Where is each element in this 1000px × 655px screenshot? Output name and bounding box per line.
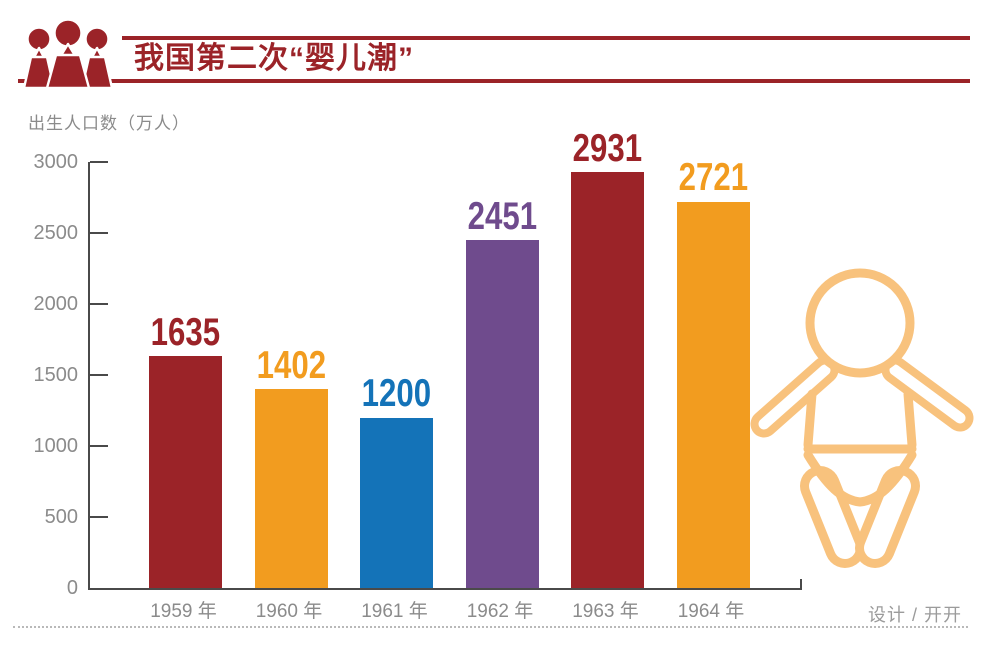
plot-area: 1635 1402 1200 2451 2931 2721 bbox=[88, 128, 802, 590]
y-tick-label: 500 bbox=[44, 506, 78, 528]
header-rule-top bbox=[122, 36, 970, 40]
y-tick-mark bbox=[90, 445, 108, 447]
bar-value-label: 1635 bbox=[150, 310, 221, 354]
bar-value-label: 1402 bbox=[256, 343, 326, 387]
x-tick-label: 1963 年 bbox=[572, 601, 639, 622]
bar-value-label: 2721 bbox=[678, 156, 748, 200]
y-tick-label: 2000 bbox=[33, 293, 79, 315]
y-tick-mark bbox=[90, 374, 108, 376]
credit-text: 设计 / 开开 bbox=[867, 605, 962, 625]
page-title: 我国第二次“婴儿潮” bbox=[134, 42, 414, 75]
y-tick-mark bbox=[90, 303, 108, 305]
y-tick-label: 1000 bbox=[33, 435, 79, 457]
x-tick-label: 1964 年 bbox=[677, 601, 745, 622]
y-tick-mark bbox=[90, 161, 108, 163]
x-tick-label: 1962 年 bbox=[466, 601, 534, 622]
bar-1959 年 bbox=[149, 355, 222, 588]
footer-dotted-rule bbox=[13, 626, 968, 628]
bar-1962 年 bbox=[465, 239, 539, 588]
baby-icon bbox=[742, 258, 992, 583]
y-axis-label: 出生人口数（万人） bbox=[28, 114, 190, 133]
bar-1963 年 bbox=[571, 171, 644, 588]
bar-value-label: 2451 bbox=[467, 194, 537, 238]
x-tick-label: 1959 年 bbox=[150, 601, 217, 622]
x-axis-end-tick bbox=[800, 579, 802, 588]
y-tick-mark bbox=[90, 232, 108, 234]
x-tick-label: 1961 年 bbox=[361, 601, 428, 622]
y-tick-label: 0 bbox=[66, 577, 78, 599]
bar-1961 年 bbox=[360, 417, 433, 588]
people-group-icon bbox=[18, 12, 118, 93]
bar-value-label: 1200 bbox=[361, 372, 432, 416]
y-tick-label: 1500 bbox=[33, 364, 79, 386]
y-tick-label: 3000 bbox=[33, 151, 79, 173]
bar-1960 年 bbox=[254, 388, 328, 588]
y-tick-label: 2500 bbox=[33, 222, 79, 244]
y-tick-mark bbox=[90, 516, 108, 518]
bar-1964 年 bbox=[676, 201, 750, 588]
header-rule-bottom bbox=[18, 79, 970, 83]
x-tick-label: 1960 年 bbox=[255, 601, 323, 622]
bar-value-label: 2931 bbox=[572, 126, 643, 170]
